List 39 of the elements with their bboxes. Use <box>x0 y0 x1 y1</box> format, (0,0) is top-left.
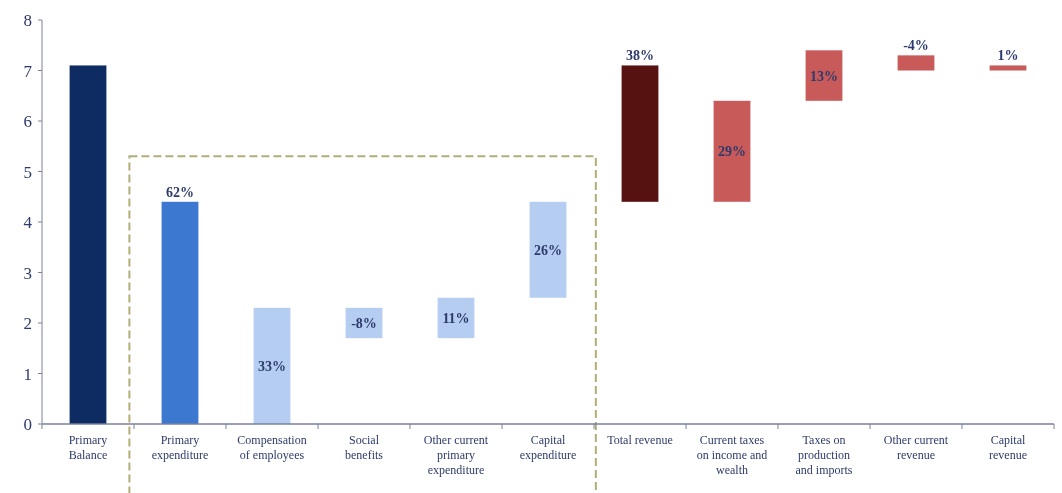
x-tick-label: Primary Balance <box>68 433 108 462</box>
annotation: 13% <box>810 68 838 84</box>
x-tick-label: Primary expenditure <box>151 433 209 462</box>
x-tick-label: Other current primary expenditure <box>423 433 489 477</box>
x-tick-label: Other current revenue <box>883 433 949 462</box>
y-tick-label: 0 <box>23 415 32 434</box>
y-tick-label: 2 <box>23 314 32 333</box>
x-tick-label: Social benefits <box>345 433 384 462</box>
annotation: 1% <box>997 48 1019 64</box>
bar <box>621 65 659 202</box>
y-tick-label: 8 <box>23 11 32 30</box>
annotation: 38% <box>626 48 654 64</box>
x-tick-label: Taxes on production and imports <box>795 433 853 477</box>
annotation: -4% <box>903 38 929 54</box>
y-tick-label: 7 <box>23 61 33 81</box>
x-tick-label: Total revenue <box>607 433 673 447</box>
bar <box>897 55 935 71</box>
annotation: 62% <box>166 184 194 200</box>
annotation: 29% <box>718 144 746 160</box>
bar <box>69 65 107 424</box>
bar <box>161 201 199 424</box>
x-tick-label: Current taxes on income and wealth <box>696 433 768 477</box>
x-tick-label: Capital revenue <box>989 433 1027 462</box>
annotation: 33% <box>258 358 286 374</box>
y-tick-label: 5 <box>23 162 32 182</box>
bar <box>805 50 843 101</box>
bar <box>989 65 1027 71</box>
annotation: -8% <box>351 316 377 331</box>
bar <box>713 100 751 202</box>
y-tick-label: 3 <box>23 263 32 283</box>
bar <box>253 307 291 424</box>
bar <box>529 201 567 298</box>
y-tick-label: 6 <box>23 112 32 131</box>
annotation: 11% <box>442 310 470 326</box>
annotation: 26% <box>534 242 562 258</box>
x-tick-label: Compensation of employees <box>237 433 307 462</box>
x-tick-label: Capital expenditure <box>519 433 577 462</box>
y-tick-label: 1 <box>23 364 32 384</box>
y-tick-label: 4 <box>23 213 33 232</box>
